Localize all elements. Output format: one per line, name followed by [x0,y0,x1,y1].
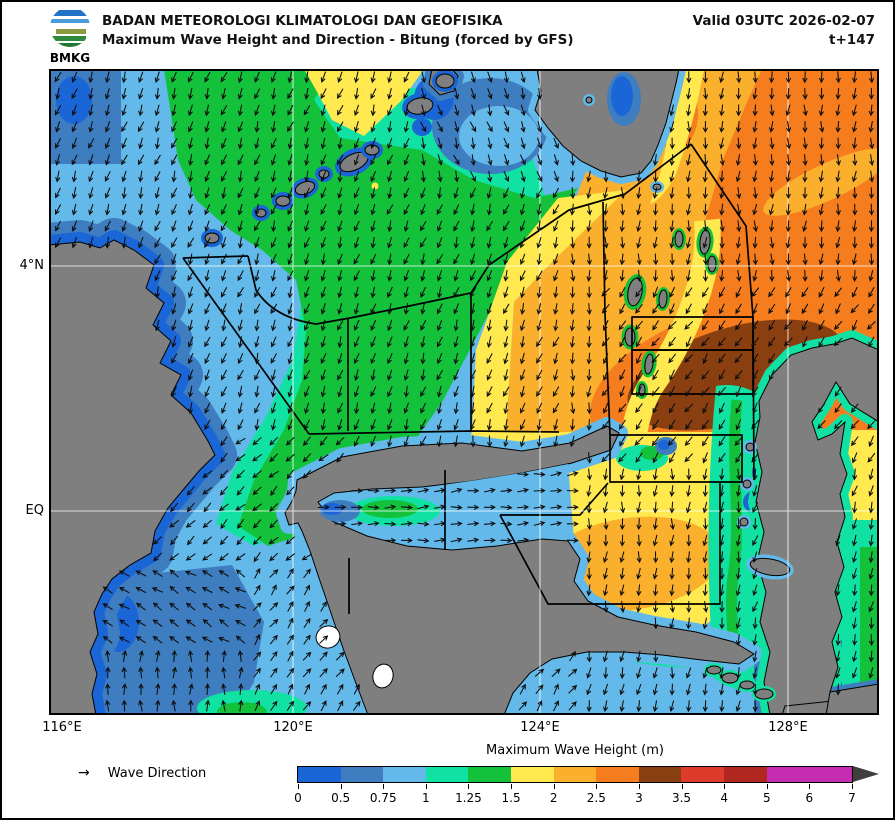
legend-color-segment [383,767,426,782]
y-axis-tick-label: EQ [25,503,44,518]
legend-tick [468,784,470,789]
legend-tick-label: 0.5 [331,791,351,805]
legend-tick-label: 2.5 [586,791,606,805]
legend-tick [852,784,853,789]
small-island [585,96,593,104]
small-island [674,230,684,248]
legend-tick-label: 3.5 [671,791,692,805]
legend-color-segment [511,767,554,782]
forecast-step: t+147 [829,32,875,48]
legend-tick-label: 7 [848,791,856,805]
legend-tick [596,784,598,789]
legend-color-segment [681,767,725,782]
legend-tick [638,784,640,789]
header-titles: BADAN METEOROLOGI KLIMATOLOGI DAN GEOFIS… [102,13,574,48]
small-island [706,665,722,675]
legend-tick-label: 3 [635,791,643,805]
small-island [742,479,752,489]
gulfs-and-lakes [315,72,641,689]
legend-tick-label: 1.25 [455,791,482,805]
legend-tick-label: 0 [294,791,302,805]
legend-tick [298,784,299,789]
land-masses [49,69,879,715]
small-island [749,557,791,577]
small-island [707,255,717,273]
small-island [745,442,755,452]
legend-tick-label: 1.5 [501,791,521,805]
legend-tick-label: 1 [422,791,430,805]
x-axis-tick-label: 120°E [273,720,313,735]
small-island [644,353,654,375]
legend-tick [724,784,726,789]
legend-color-segment [340,767,384,782]
small-island [435,73,455,89]
legend-tick [553,784,555,789]
small-island [739,517,749,527]
x-axis-tick-label: 116°E [42,720,82,735]
legend-color-segment [638,767,682,782]
map-area: 116°E 120°E 124°E 128°E 4°N EQ [2,2,893,742]
legend-tick [383,784,385,789]
legend-tick [766,784,768,789]
y-axis-tick-label: 4°N [19,258,45,273]
logo-text: BMKG [50,51,90,65]
legend-color-segment [298,767,341,782]
landmass-borneo [49,239,216,715]
small-island [754,688,774,700]
legend-tick [809,784,811,789]
small-island [652,183,662,191]
x-axis-tick-label: 128°E [768,720,808,735]
wave-direction-arrow-icon: → [78,765,90,781]
small-island [364,144,380,156]
legend-color-segment [724,767,767,782]
small-island [204,232,220,244]
legend-color-segment [468,767,512,782]
legend-tick-label: 4 [720,791,728,805]
small-island [624,327,636,347]
legend-title: Maximum Wave Height (m) [486,743,664,758]
bmkg-logo: BMKG [50,7,90,65]
wave-direction-legend: → Wave Direction [78,765,206,781]
legend-color-segment [596,767,639,782]
agency-title: BADAN METEOROLOGI KLIMATOLOGI DAN GEOFIS… [102,13,503,29]
small-island [658,289,668,309]
legend-color-segment [553,767,597,782]
legend-tick-label: 2 [549,791,558,805]
legend-tick [340,784,342,789]
small-island [739,680,755,690]
landmass-sulawesi [284,425,755,715]
legend-tick-label: 5 [762,791,771,805]
legend-color-segment [425,767,469,782]
wave-direction-arrows [54,71,876,713]
small-island [275,195,291,207]
product-title: Maximum Wave Height and Direction - Bitu… [102,32,574,48]
wave-height-map [49,69,879,715]
landmass-mindanao [534,69,680,178]
legend-tick-label: 6 [805,791,814,805]
legend-color-segment [766,767,852,782]
legend-overflow-arrow-icon [853,766,879,782]
x-axis-tick-label: 124°E [520,720,560,735]
legend-colorbar [297,766,853,783]
small-island [721,672,739,684]
legend-tick [681,784,683,789]
valid-time: Valid 03UTC 2026-02-07 [692,13,875,29]
legend-tick [425,784,427,789]
logo-globe-stripes [50,10,90,47]
wave-direction-label: Wave Direction [107,766,207,781]
legend-tick [511,784,513,789]
wave-height-legend: Maximum Wave Height (m) 0 0.5 0.75 1 1.25 1.5… [294,743,887,813]
legend-tick-label: 0.75 [369,791,397,805]
map-frame [49,69,879,715]
valid-time-block: Valid 03UTC 2026-02-07 t+147 [693,13,875,51]
